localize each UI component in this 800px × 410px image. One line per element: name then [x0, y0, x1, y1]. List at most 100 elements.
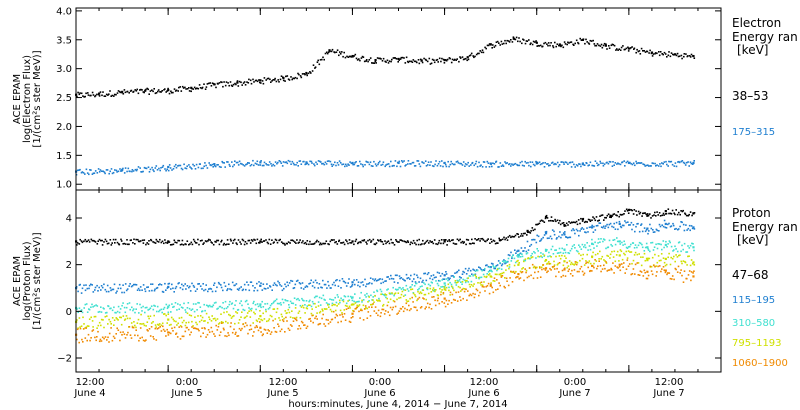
data-point [105, 93, 108, 96]
data-point [93, 305, 96, 307]
data-point [281, 165, 284, 167]
data-point [574, 263, 577, 265]
proton-legend-1060-1900: 1060–1900 [732, 358, 788, 369]
data-point [151, 283, 154, 285]
data-point [284, 161, 286, 164]
data-point [640, 256, 642, 258]
data-point-anchor [489, 284, 492, 287]
data-point [184, 86, 186, 89]
data-point [555, 220, 557, 223]
data-point [104, 95, 107, 97]
data-point [674, 228, 676, 230]
data-point [518, 278, 520, 280]
data-point [229, 238, 232, 241]
data-point [173, 88, 176, 90]
data-point [83, 323, 85, 325]
data-point [181, 283, 183, 286]
data-point [471, 238, 473, 241]
data-point [666, 273, 668, 276]
proton-y-label: ACE EPAM log(Proton Flux) [1/(cm²s ster … [12, 232, 43, 329]
data-point [394, 160, 397, 162]
data-point [678, 241, 681, 243]
data-point [636, 162, 638, 165]
data-point [266, 241, 269, 244]
data-point [586, 227, 588, 229]
data-point [439, 165, 442, 167]
data-point [361, 239, 364, 242]
data-point [680, 250, 682, 253]
data-point [252, 335, 254, 337]
data-point [635, 160, 637, 163]
data-point [576, 270, 579, 273]
data-point [78, 169, 80, 171]
data-point [461, 164, 464, 166]
data-point [547, 270, 549, 272]
data-point [687, 214, 690, 217]
data-point [674, 267, 677, 270]
data-point [400, 293, 403, 296]
data-point [604, 260, 606, 262]
data-point [601, 268, 604, 270]
data-point [442, 165, 444, 168]
data-point [637, 50, 640, 53]
data-point [246, 242, 248, 245]
data-point [280, 328, 283, 331]
data-point [410, 274, 412, 277]
data-point [200, 319, 203, 322]
data-point [175, 332, 178, 335]
data-point [524, 42, 527, 45]
data-point [684, 213, 687, 216]
electron-y-label-line3: [1/(cm²s ster MeV)] [32, 50, 43, 147]
data-point [504, 277, 506, 279]
data-point [274, 318, 277, 320]
data-point [550, 162, 553, 164]
data-point [173, 239, 176, 242]
data-point [422, 279, 424, 282]
data-point [602, 240, 604, 243]
data-point [625, 250, 628, 253]
data-point [266, 164, 268, 166]
data-point [157, 241, 160, 243]
data-point [425, 240, 428, 243]
data-point [311, 243, 314, 245]
data-point [316, 312, 318, 314]
data-point [659, 163, 661, 165]
data-point [531, 43, 534, 46]
data-point [598, 260, 600, 262]
data-point [230, 322, 232, 324]
data-point [559, 257, 562, 260]
data-point [655, 228, 658, 231]
data-point [418, 287, 420, 290]
data-point [647, 232, 649, 235]
data-point [384, 240, 386, 242]
data-point [261, 300, 263, 303]
data-point [603, 264, 605, 267]
data-point [496, 268, 499, 271]
data-point [562, 222, 565, 224]
data-point [643, 250, 646, 252]
data-point [221, 239, 223, 242]
data-point [527, 161, 529, 164]
data-point [188, 87, 190, 89]
data-point [689, 244, 692, 247]
data-point [159, 169, 161, 172]
data-point [506, 239, 509, 241]
data-point [661, 53, 663, 55]
data-point [324, 299, 326, 301]
data-point [366, 317, 369, 319]
data-point [634, 230, 636, 233]
data-point [419, 58, 422, 61]
data-point [448, 286, 450, 289]
data-point [672, 53, 674, 56]
data-point [423, 57, 425, 60]
data-point-anchor [259, 303, 262, 306]
data-point [153, 314, 155, 317]
data-point [137, 240, 140, 243]
data-point [660, 253, 663, 255]
data-point [505, 269, 507, 271]
data-point [362, 56, 365, 58]
data-point [132, 242, 134, 244]
data-point [263, 164, 265, 167]
data-point [517, 164, 519, 167]
data-point [668, 222, 670, 225]
